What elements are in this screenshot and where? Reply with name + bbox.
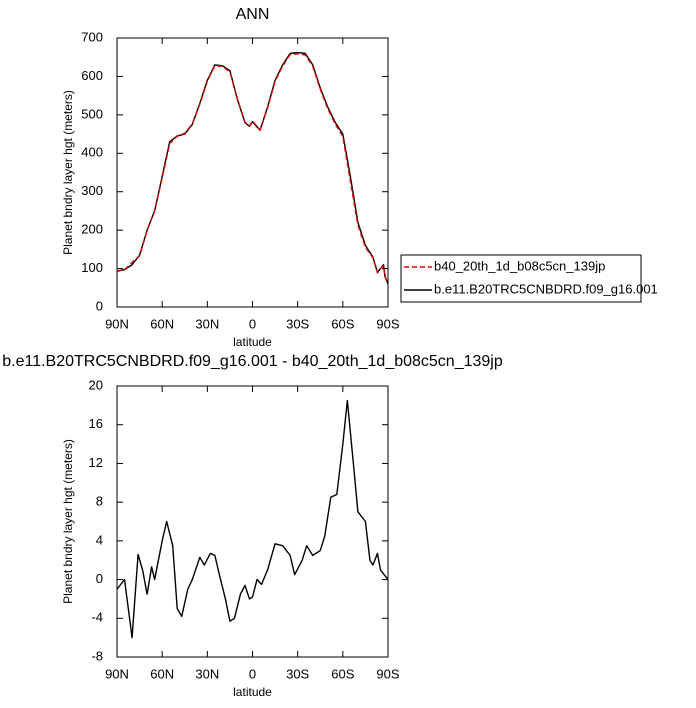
y-tick-label: 400 bbox=[81, 145, 103, 160]
y-tick-label: 500 bbox=[81, 106, 103, 121]
y-tick-label: 600 bbox=[81, 68, 103, 83]
y-tick-label: 8 bbox=[96, 494, 103, 509]
y-tick-label: 12 bbox=[89, 455, 103, 470]
data-line bbox=[116, 53, 389, 285]
y-tick-label: 300 bbox=[81, 183, 103, 198]
x-tick-label: 90N bbox=[105, 316, 129, 331]
y-tick-label: 0 bbox=[96, 571, 103, 586]
x-tick-label: 30N bbox=[195, 666, 219, 681]
data-line bbox=[116, 399, 389, 639]
x-tick-label: 30N bbox=[195, 316, 219, 331]
chart-title: ANN bbox=[236, 6, 270, 23]
y-tick-label: -8 bbox=[91, 648, 103, 663]
chart-title: b.e11.B20TRC5CNBDRD.f09_g16.001 - b40_20… bbox=[2, 353, 503, 370]
y-tick-label: -4 bbox=[91, 610, 103, 625]
x-axis-label: latitude bbox=[233, 685, 272, 699]
x-tick-label: 30S bbox=[286, 666, 309, 681]
y-tick-label: 16 bbox=[89, 416, 103, 431]
legend-label: b40_20th_1d_b08c5cn_139jp bbox=[434, 258, 605, 273]
x-tick-label: 0 bbox=[249, 666, 256, 681]
plot-frame bbox=[116, 37, 389, 308]
x-tick-label: 90S bbox=[376, 316, 399, 331]
y-tick-label: 20 bbox=[89, 377, 103, 392]
y-tick-label: 4 bbox=[96, 532, 103, 547]
x-tick-label: 0 bbox=[249, 316, 256, 331]
y-axis-label: Planet bndry layer hgt (meters) bbox=[61, 439, 75, 604]
legend-box bbox=[400, 254, 642, 303]
y-tick-label: 700 bbox=[81, 29, 103, 44]
data-line bbox=[116, 51, 389, 285]
x-tick-label: 60S bbox=[331, 316, 354, 331]
x-tick-label: 30S bbox=[286, 316, 309, 331]
x-axis-label: latitude bbox=[233, 335, 272, 349]
y-tick-label: 100 bbox=[81, 260, 103, 275]
y-tick-label: 0 bbox=[96, 298, 103, 313]
y-axis-label: Planet bndry layer hgt (meters) bbox=[61, 90, 75, 255]
plot-frame bbox=[116, 385, 389, 658]
x-tick-label: 60S bbox=[331, 666, 354, 681]
x-tick-label: 60N bbox=[150, 666, 174, 681]
legend-label: b.e11.B20TRC5CNBDRD.f09_g16.001 bbox=[434, 281, 658, 296]
y-tick-label: 200 bbox=[81, 222, 103, 237]
x-tick-label: 90S bbox=[376, 666, 399, 681]
x-tick-label: 90N bbox=[105, 666, 129, 681]
x-tick-label: 60N bbox=[150, 316, 174, 331]
